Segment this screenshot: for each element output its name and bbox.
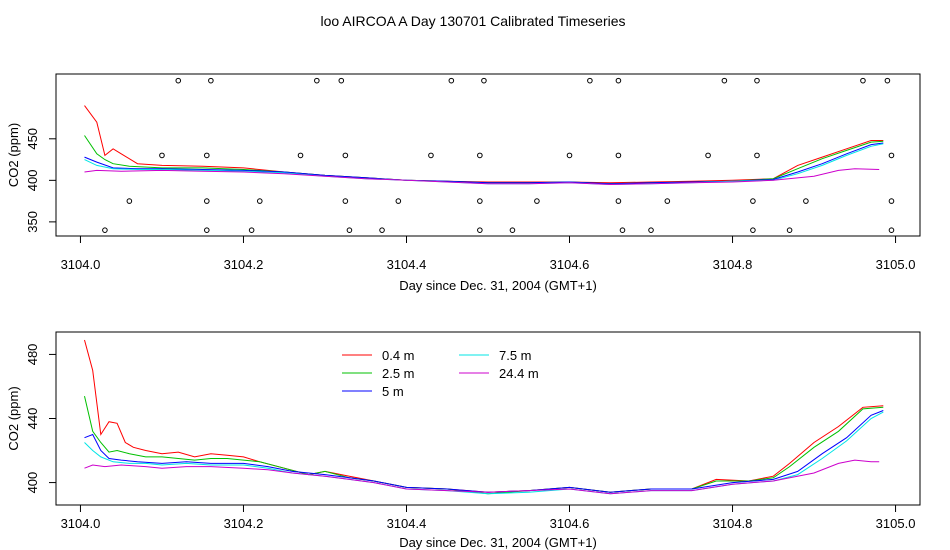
scatter-point xyxy=(750,198,756,204)
scatter-point xyxy=(860,77,866,84)
y-tick-label: 450 xyxy=(25,128,40,150)
x-tick-label: 3104.2 xyxy=(224,257,264,272)
bottom-panel: 3104.0 3104.2 3104.4 3104.6 3104.8 3105.0 400 4… xyxy=(6,331,921,550)
series-line-2 xyxy=(84,410,884,493)
scatter-point xyxy=(888,152,895,159)
scatter-point xyxy=(705,152,711,159)
scatter-point xyxy=(314,77,320,84)
plot-frame xyxy=(55,73,921,237)
scatter-point xyxy=(159,152,165,159)
plot-frame xyxy=(55,331,921,506)
scatter-point xyxy=(477,227,483,233)
series-group xyxy=(84,105,884,186)
y-tick-label: 350 xyxy=(25,211,40,233)
scatter-point xyxy=(342,198,349,204)
series-line-4 xyxy=(84,459,880,495)
x-tick-label: 3104.6 xyxy=(550,257,590,272)
scatter-point xyxy=(477,152,483,159)
scatter-point xyxy=(884,77,891,84)
legend-label: 0.4 m xyxy=(382,348,415,363)
scatter-point xyxy=(346,227,353,233)
scatter-point xyxy=(754,77,760,84)
series-line-1 xyxy=(84,135,884,185)
scatter-point xyxy=(342,152,349,159)
x-tick-label: 3104.4 xyxy=(387,516,427,531)
scatter-point xyxy=(803,198,809,204)
top-panel: 3104.0 3104.2 3104.4 3104.6 3104.8 3105.0 350 4… xyxy=(6,73,921,293)
scatter-point xyxy=(448,77,455,84)
scatter-point xyxy=(126,198,133,204)
scatter-point xyxy=(587,77,593,84)
chart-title: loo AIRCOA A Day 130701 Calibrated Times… xyxy=(320,13,625,29)
legend-label: 2.5 m xyxy=(382,366,415,381)
scatter-point xyxy=(203,227,210,233)
scatter-point xyxy=(648,227,654,233)
scatter-point xyxy=(888,227,895,233)
scatter-point xyxy=(481,77,487,84)
x-tick-label: 3104.0 xyxy=(61,257,101,272)
x-tick-label: 3104.0 xyxy=(61,516,101,531)
legend-label: 5 m xyxy=(382,384,404,399)
x-tick-label: 3104.6 xyxy=(550,516,590,531)
scatter-point xyxy=(102,227,108,233)
x-axis-label: Day since Dec. 31, 2004 (GMT+1) xyxy=(399,278,597,293)
x-tick-label: 3104.2 xyxy=(224,516,264,531)
series-line-3 xyxy=(84,143,884,186)
scatter-point xyxy=(203,198,210,204)
legend-label: 7.5 m xyxy=(499,348,532,363)
scatter-point xyxy=(534,198,540,204)
scatter-point xyxy=(721,77,728,84)
scatter-point xyxy=(428,152,434,159)
scatter-point xyxy=(175,77,182,84)
y-axis-label: CO2 (ppm) xyxy=(6,123,21,187)
y-tick-label: 440 xyxy=(25,408,40,430)
x-tick-label: 3104.4 xyxy=(387,257,427,272)
scatter-point xyxy=(754,152,760,159)
scatter-point xyxy=(619,227,626,233)
scatter-point xyxy=(256,198,263,204)
series-line-1 xyxy=(84,395,884,495)
series-line-4 xyxy=(84,168,880,186)
scatter-point xyxy=(888,198,895,204)
x-tick-label: 3105.0 xyxy=(876,516,916,531)
scatter-point xyxy=(338,77,345,84)
legend-label: 24.4 m xyxy=(499,366,539,381)
x-tick-label: 3105.0 xyxy=(876,257,916,272)
x-tick-label: 3104.8 xyxy=(713,516,753,531)
y-tick-label: 400 xyxy=(25,472,40,494)
scatter-point xyxy=(615,77,622,84)
scatter-point xyxy=(477,198,483,204)
scatter-point xyxy=(615,152,622,159)
y-tick-label: 400 xyxy=(25,169,40,191)
y-axis-label: CO2 (ppm) xyxy=(6,386,21,450)
scatter-point xyxy=(297,152,304,159)
scatter-point xyxy=(509,227,516,233)
scatter-point xyxy=(208,77,214,84)
scatter-point xyxy=(379,227,385,233)
scatter-point xyxy=(203,152,210,159)
x-tick-label: 3104.8 xyxy=(713,257,753,272)
x-axis-label: Day since Dec. 31, 2004 (GMT+1) xyxy=(399,535,597,550)
series-group xyxy=(84,339,884,495)
scatter-point xyxy=(750,227,756,233)
series-line-2 xyxy=(84,142,884,185)
scatter-point xyxy=(395,198,402,204)
y-tick-label: 480 xyxy=(25,344,40,366)
series-line-0 xyxy=(84,339,884,493)
legend: 0.4 m 2.5 m 5 m 7.5 m 24.4 m xyxy=(342,348,539,399)
scatter-point xyxy=(248,227,255,233)
scatter-point xyxy=(566,152,573,159)
scatter-point xyxy=(615,198,622,204)
scatter-point xyxy=(664,198,671,204)
scatter-point xyxy=(786,227,793,233)
